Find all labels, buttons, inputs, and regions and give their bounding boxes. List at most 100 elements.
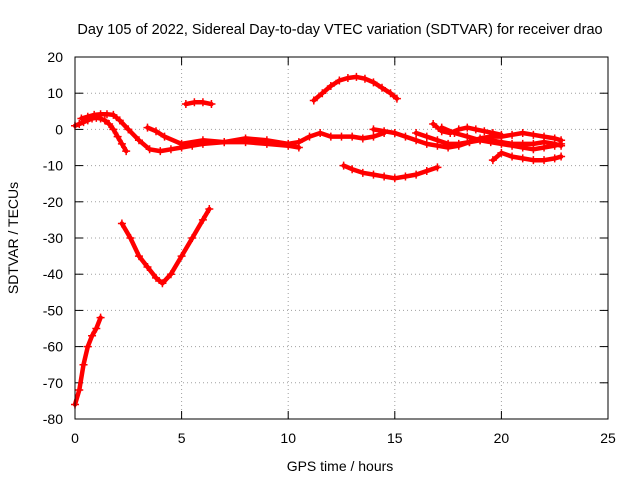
series-arc-v-shape <box>117 205 214 288</box>
data-point <box>117 219 126 228</box>
data-point <box>177 252 186 261</box>
data-point <box>152 127 161 136</box>
data-point <box>152 273 161 282</box>
series-arc-late-down <box>437 123 566 154</box>
data-point <box>422 139 431 148</box>
data-point <box>518 129 527 138</box>
data-point <box>480 127 489 136</box>
data-point <box>508 130 517 139</box>
data-point <box>326 81 335 90</box>
data-point <box>207 100 216 109</box>
data-point <box>205 205 214 214</box>
x-tick-label: 0 <box>71 430 79 446</box>
data-point <box>166 145 175 154</box>
data-point <box>198 136 207 145</box>
data-point <box>335 76 344 85</box>
data-point <box>550 134 559 143</box>
data-point <box>352 72 361 81</box>
data-point <box>115 116 124 125</box>
data-point <box>463 123 472 132</box>
data-point <box>450 129 459 138</box>
data-point <box>463 132 472 141</box>
y-axis-label: SDTVAR / TECUs <box>5 182 21 294</box>
data-point <box>412 170 421 179</box>
data-point <box>390 174 399 183</box>
data-point <box>75 119 84 128</box>
data-point <box>339 161 348 170</box>
y-tick-label: 10 <box>47 85 63 101</box>
tick-layer <box>74 56 609 420</box>
data-point <box>326 132 335 141</box>
y-tick-label: -80 <box>43 411 63 427</box>
data-point <box>540 143 549 152</box>
series-layer <box>71 72 566 409</box>
data-point <box>369 170 378 179</box>
data-point <box>262 136 271 145</box>
y-tick-label: -30 <box>43 230 63 246</box>
data-point <box>309 96 318 105</box>
data-point <box>401 132 410 141</box>
data-point <box>433 163 442 172</box>
data-point <box>488 156 497 165</box>
y-tick-label: -20 <box>43 194 63 210</box>
data-point <box>100 116 109 125</box>
data-point <box>241 134 250 143</box>
data-point <box>96 313 105 322</box>
data-point <box>557 152 566 161</box>
data-point <box>540 156 549 165</box>
data-point <box>486 138 495 147</box>
x-tick-label: 15 <box>387 430 403 446</box>
data-point <box>166 270 175 279</box>
y-tick-label: -40 <box>43 266 63 282</box>
data-point <box>380 172 389 181</box>
data-point <box>109 125 118 134</box>
data-point <box>390 129 399 138</box>
data-point <box>143 262 152 271</box>
y-tick-label: -50 <box>43 302 63 318</box>
data-point <box>550 154 559 163</box>
data-point <box>198 215 207 224</box>
data-point <box>550 141 559 150</box>
data-point <box>412 129 421 138</box>
data-point <box>92 324 101 333</box>
data-point <box>126 234 135 242</box>
data-point <box>454 139 463 148</box>
data-point <box>358 134 367 143</box>
data-point <box>318 89 327 98</box>
data-point <box>401 172 410 181</box>
data-point <box>158 279 167 288</box>
data-point <box>471 125 480 134</box>
y-tick-label: -60 <box>43 339 63 355</box>
data-point <box>83 112 92 121</box>
data-point <box>497 139 506 148</box>
data-point <box>422 167 431 176</box>
data-point <box>113 132 122 141</box>
data-point <box>529 156 538 165</box>
data-point <box>557 139 566 148</box>
data-point <box>429 119 438 128</box>
data-point <box>294 138 303 147</box>
data-point <box>88 331 97 340</box>
data-point <box>305 132 314 141</box>
data-point <box>540 132 549 141</box>
x-tick-label: 5 <box>178 430 186 446</box>
series-arc-short-high <box>181 98 216 109</box>
data-point <box>105 119 114 128</box>
data-point <box>476 136 485 145</box>
data-point <box>134 252 143 261</box>
y-tick-label: -10 <box>43 158 63 174</box>
data-point <box>508 152 517 161</box>
data-point <box>369 125 378 134</box>
y-tick-label: 0 <box>55 121 63 137</box>
plot-frame <box>74 56 609 420</box>
data-point <box>497 130 506 139</box>
data-point <box>348 132 357 141</box>
data-point <box>77 114 86 123</box>
data-point <box>358 168 367 177</box>
data-point <box>79 360 88 369</box>
data-point <box>316 129 325 138</box>
data-point <box>360 74 369 83</box>
data-point <box>497 148 506 157</box>
data-point <box>380 127 389 136</box>
